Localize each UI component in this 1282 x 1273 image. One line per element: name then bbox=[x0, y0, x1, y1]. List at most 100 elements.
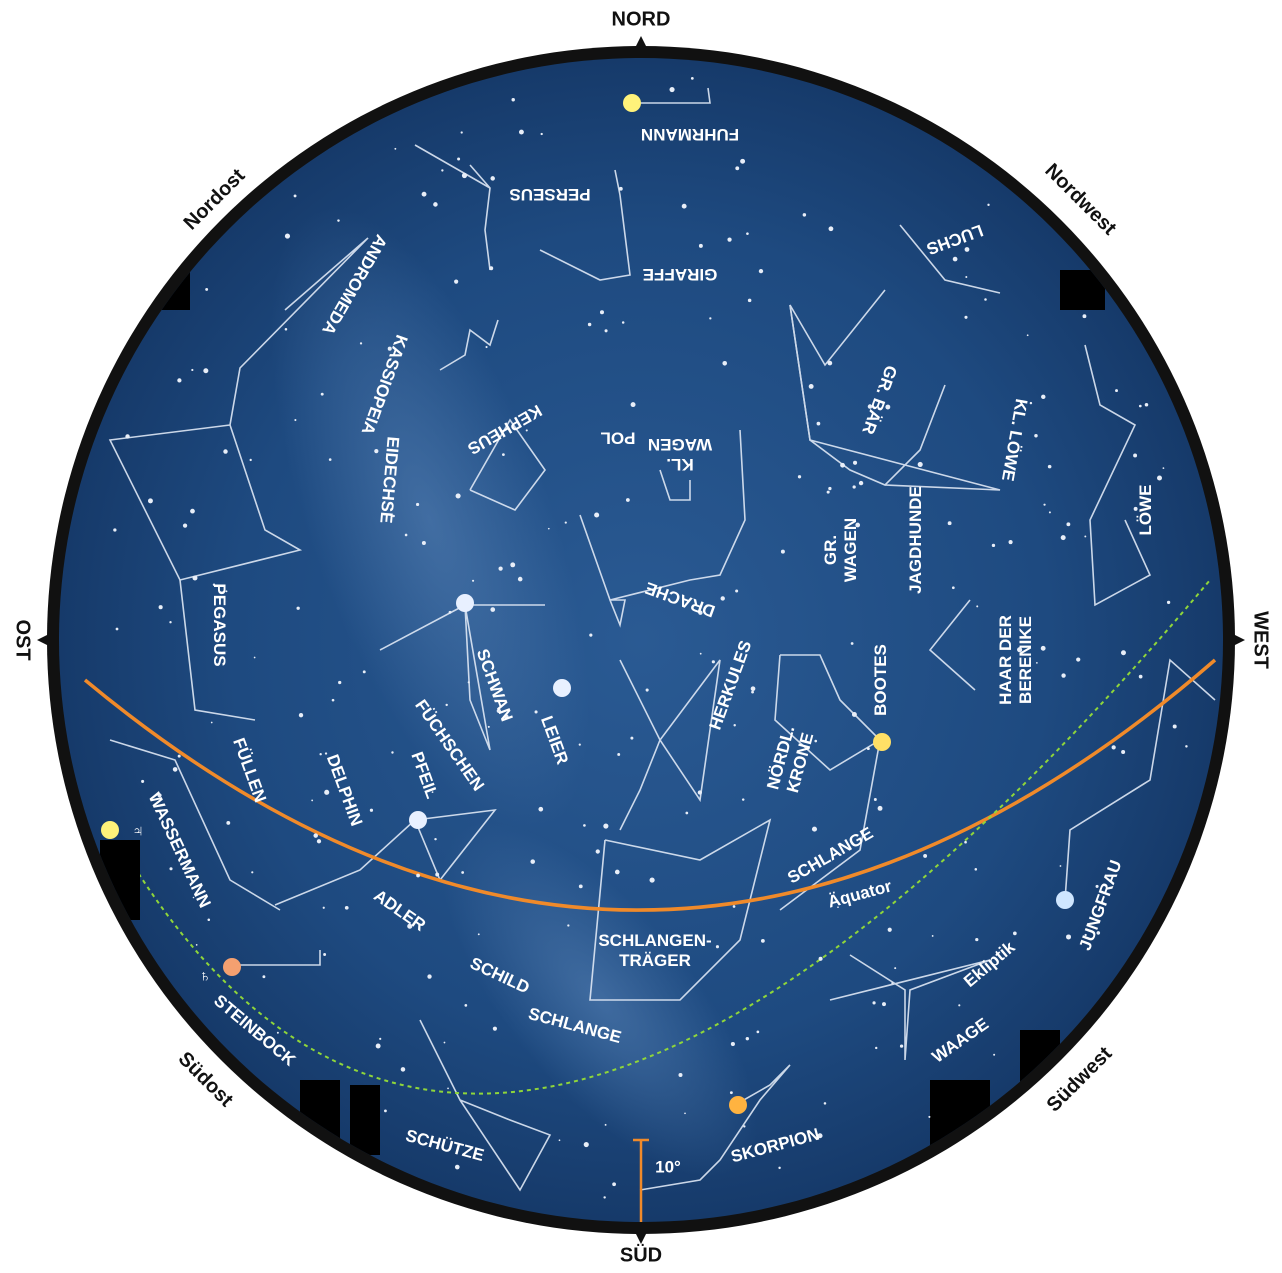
star bbox=[589, 633, 593, 637]
constellation-label: SCHLANGEN-TRÄGER bbox=[598, 931, 711, 970]
constellation-label: GIRAFFE bbox=[643, 265, 718, 284]
star bbox=[617, 753, 621, 756]
star bbox=[594, 512, 600, 518]
star bbox=[421, 191, 427, 197]
star bbox=[445, 703, 448, 707]
star bbox=[212, 583, 216, 587]
star bbox=[1133, 453, 1138, 458]
sky-layer bbox=[83, 87, 1217, 1222]
scale-label: 10° bbox=[655, 1157, 681, 1176]
star bbox=[195, 944, 198, 946]
star bbox=[603, 1196, 606, 1199]
star bbox=[587, 322, 592, 327]
star bbox=[427, 974, 432, 979]
star bbox=[457, 157, 461, 161]
constellation-label: PEGASUS bbox=[210, 583, 229, 666]
label-line: HAAR DER bbox=[996, 615, 1015, 705]
direction-label: NORD bbox=[612, 8, 671, 30]
figure bbox=[1084, 344, 1152, 607]
label-line: FUHRMANN bbox=[641, 125, 739, 144]
figure bbox=[579, 429, 746, 628]
star bbox=[323, 953, 327, 956]
star bbox=[498, 566, 503, 571]
star bbox=[649, 877, 655, 883]
star bbox=[852, 485, 856, 489]
star bbox=[991, 543, 996, 548]
star bbox=[743, 1125, 746, 1128]
star bbox=[630, 736, 634, 740]
star bbox=[1084, 933, 1087, 937]
star bbox=[1111, 745, 1116, 750]
star bbox=[433, 202, 438, 207]
figure bbox=[274, 808, 497, 906]
star bbox=[192, 896, 195, 899]
star bbox=[434, 837, 437, 841]
star bbox=[621, 321, 625, 324]
star bbox=[467, 681, 470, 684]
figure bbox=[659, 469, 691, 501]
star bbox=[564, 521, 567, 524]
star bbox=[1041, 394, 1046, 400]
star bbox=[828, 226, 834, 232]
figure bbox=[414, 144, 491, 271]
constellation-label: PERSEUS bbox=[509, 185, 590, 204]
star bbox=[746, 232, 749, 235]
star bbox=[578, 743, 581, 746]
bright-star bbox=[553, 679, 571, 697]
star bbox=[899, 1044, 904, 1048]
star bbox=[407, 923, 413, 929]
star bbox=[1185, 745, 1188, 748]
star bbox=[328, 458, 332, 461]
star bbox=[958, 1004, 961, 1007]
star bbox=[1138, 674, 1143, 679]
figure bbox=[439, 319, 499, 371]
label-line: GR. bbox=[821, 535, 840, 565]
star bbox=[1095, 884, 1099, 888]
star bbox=[853, 460, 858, 465]
star bbox=[735, 589, 739, 593]
equator-line bbox=[83, 658, 1217, 912]
star bbox=[400, 1067, 406, 1072]
star bbox=[249, 458, 252, 462]
star bbox=[931, 935, 934, 937]
bright-star bbox=[409, 811, 427, 829]
star bbox=[125, 434, 130, 439]
star bbox=[1166, 600, 1171, 605]
label-line: JAGDHUNDE bbox=[906, 486, 925, 594]
star bbox=[947, 521, 952, 526]
star bbox=[850, 642, 854, 645]
star bbox=[369, 808, 374, 812]
star bbox=[681, 203, 687, 209]
figure bbox=[539, 169, 631, 281]
star bbox=[817, 1133, 823, 1139]
star bbox=[177, 378, 182, 383]
star bbox=[780, 549, 785, 554]
star bbox=[359, 342, 363, 345]
star bbox=[1138, 404, 1142, 408]
star bbox=[928, 1115, 931, 1118]
star bbox=[113, 528, 117, 532]
star bbox=[115, 627, 119, 631]
star bbox=[1157, 475, 1162, 481]
figure bbox=[619, 659, 721, 831]
star bbox=[678, 1073, 683, 1078]
star bbox=[740, 158, 746, 164]
star bbox=[872, 1001, 876, 1005]
star bbox=[210, 721, 213, 724]
star bbox=[293, 194, 297, 198]
constellation-label: GR.WAGEN bbox=[821, 518, 860, 582]
star bbox=[612, 1182, 616, 1187]
star bbox=[534, 710, 538, 714]
star bbox=[172, 767, 178, 772]
star bbox=[729, 1091, 733, 1095]
star bbox=[818, 956, 823, 961]
constellation-lines bbox=[108, 87, 1216, 1192]
stars bbox=[101, 76, 1188, 1199]
star bbox=[298, 713, 304, 718]
label-line: BERENIKE bbox=[1016, 616, 1035, 704]
star bbox=[730, 1041, 735, 1047]
star bbox=[630, 402, 636, 408]
star bbox=[203, 368, 209, 374]
